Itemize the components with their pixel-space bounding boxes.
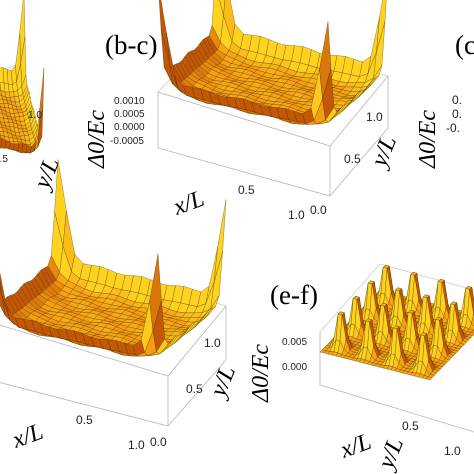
panel-d-ytick-3: 0.0 <box>150 435 167 449</box>
panel-d-xtick-2: 1.0 <box>128 438 145 452</box>
panel-bc-ztick-1: 0.0010 <box>114 96 145 107</box>
panel-ef-ztick-1: 0.005 <box>282 337 307 348</box>
panel-d-ytick-1: 1.0 <box>204 336 221 350</box>
panel-bc-ytick-2: 0.5 <box>344 152 361 166</box>
surf-d-patch <box>149 253 162 331</box>
panel-ef-xtick-1: 0.5 <box>402 419 419 433</box>
panel-bc-ytick-3: 0.0 <box>310 203 327 217</box>
surf-a-patch <box>38 67 45 132</box>
panel-ef-ztick-2: 0.000 <box>282 362 307 373</box>
panel-a-xtick-1: 0.5 <box>0 154 8 165</box>
panel-ef-ylabel: y/L <box>373 434 409 474</box>
panel-bc-ztick-3: 0.0000 <box>114 122 145 133</box>
panel-bc-ztick-2: 0.0005 <box>114 109 145 120</box>
panel-a-plot <box>0 0 45 154</box>
panel-bc-ztick-4: -0.0005 <box>110 136 144 147</box>
panel-d-plot <box>0 159 227 427</box>
panel-d-ytick-2: 0.5 <box>186 382 203 396</box>
panel-c-ztick-2: 0. <box>452 107 462 121</box>
surf-bc-patch <box>319 21 332 99</box>
panel-bc-xtick-2: 1.0 <box>288 208 305 222</box>
panel-c: (c Δ0/Ec 0. 0. -0. <box>415 30 474 169</box>
panel-bc-title: (b-c) <box>105 30 157 60</box>
panel-ef-surface <box>319 264 474 381</box>
panel-ef-title: (e-f) <box>270 280 318 310</box>
panel-bc-surface <box>159 0 387 125</box>
panel-bc-ylabel: y/L <box>366 132 402 172</box>
panel-c-ztick-3: -0. <box>446 121 460 135</box>
panel-ef-xtick-2: 1.0 <box>444 444 461 458</box>
panel-d-surface <box>0 159 227 357</box>
panel-bc-zticks: 0.0010 0.0005 0.0000 -0.0005 <box>110 96 145 147</box>
panel-a: 1.0 0.5 y/L <box>0 0 65 194</box>
surf-ef-patch <box>425 376 433 381</box>
panel-a-ytick-1: 1.0 <box>28 110 42 121</box>
panel-bc-xlabel: x/L <box>169 186 208 221</box>
surf-ef-patch <box>471 313 474 327</box>
panel-c-ztick-1: 0. <box>452 93 462 107</box>
panel-c-zlabel: Δ0/Ec <box>415 110 441 169</box>
panel-ef-xlabel: x/L <box>336 429 375 464</box>
panel-ef-zlabel: Δ0/Ec <box>248 344 274 403</box>
panel-a-surface <box>0 0 45 154</box>
panel-c-title: (c <box>455 30 474 60</box>
panel-bc-plot <box>157 0 389 197</box>
panel-bc-xtick-1: 0.5 <box>238 183 255 197</box>
panel-ef-box <box>319 332 474 433</box>
panel-ef-plot <box>319 263 474 433</box>
panel-bc-zlabel: Δ0/Ec <box>84 110 110 169</box>
panel-d-xlabel: x/L <box>8 419 47 454</box>
panel-bc-ytick-1: 1.0 <box>366 110 383 124</box>
panel-d-xtick-1: 0.5 <box>76 413 93 427</box>
panel-ef: (e-f) Δ0/Ec 0.005 0.000 0.5 1.0 x/L y/L <box>248 263 474 474</box>
panel-d-ylabel: y/L <box>205 362 241 402</box>
panel-bc: (b-c) Δ0/Ec 0.0010 0.0005 0.0000 -0.0005… <box>84 0 402 222</box>
